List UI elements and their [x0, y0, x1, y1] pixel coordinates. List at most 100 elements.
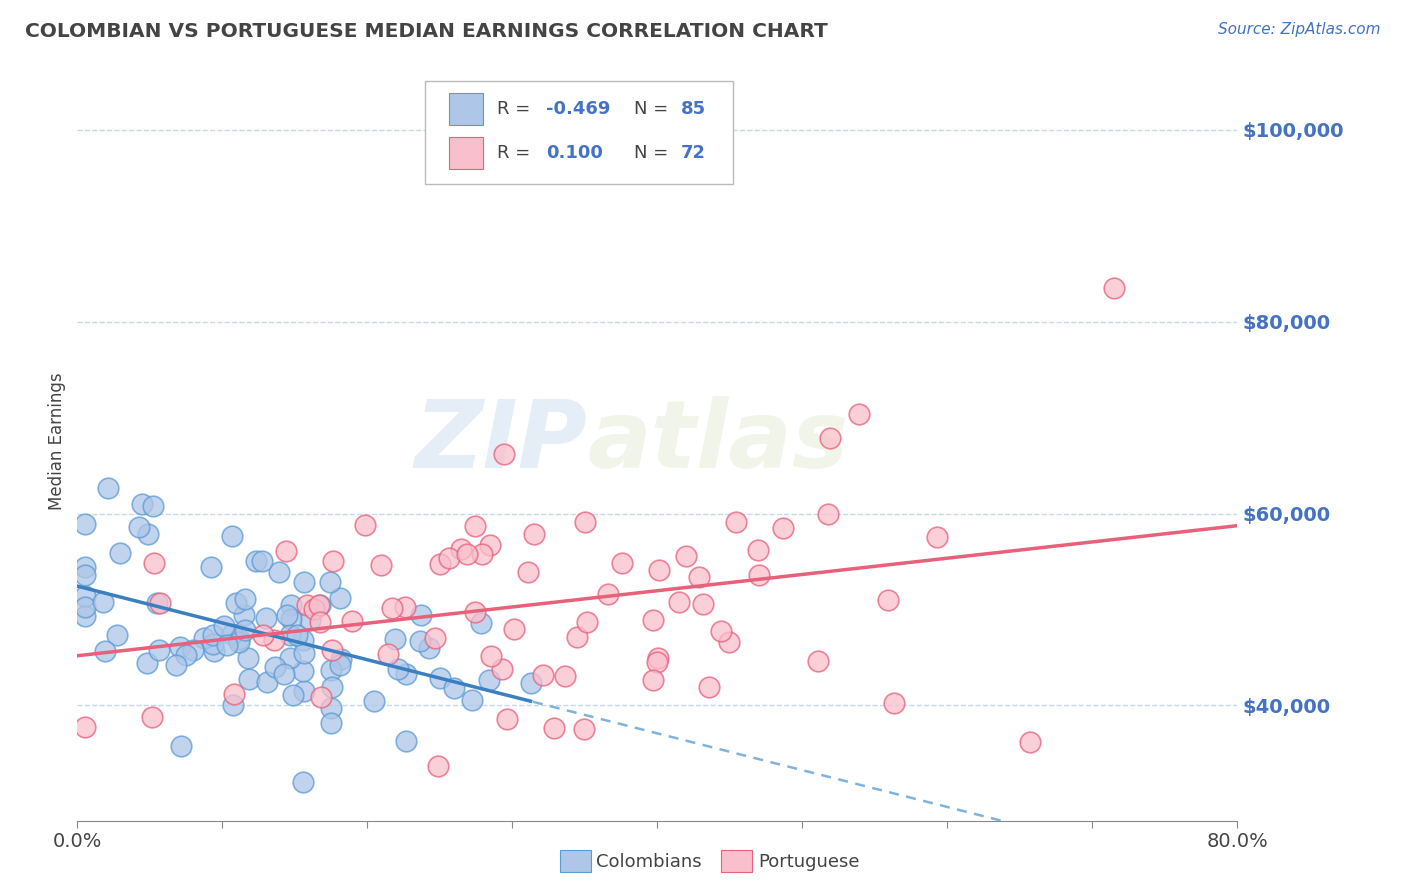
Point [641, 613, 664, 627]
Point [395, 666, 418, 681]
Point [299, 614, 322, 628]
Point [201, 627, 224, 641]
Point [148, 642, 170, 657]
Y-axis label: Median Earnings: Median Earnings [48, 373, 66, 510]
Point [135, 656, 157, 670]
Point [233, 592, 256, 607]
Point [236, 651, 259, 665]
Point [73, 609, 96, 624]
Point [479, 538, 502, 552]
Point [202, 644, 225, 658]
Point [321, 642, 343, 657]
Point [520, 676, 543, 690]
Point [817, 507, 839, 521]
Point [250, 554, 273, 568]
Point [228, 632, 250, 646]
Point [554, 669, 576, 683]
Point [170, 739, 193, 753]
FancyBboxPatch shape [425, 81, 733, 184]
Point [443, 681, 465, 696]
Point [612, 557, 634, 571]
Point [395, 734, 418, 748]
Point [294, 684, 316, 698]
Point [165, 657, 187, 672]
Point [574, 516, 596, 530]
Point [688, 570, 710, 584]
Point [221, 698, 243, 712]
Point [1102, 281, 1125, 295]
Point [283, 688, 305, 702]
Point [322, 554, 344, 568]
Point [464, 519, 486, 533]
Point [697, 680, 720, 694]
Bar [721, 850, 752, 872]
Point [146, 596, 169, 610]
Point [309, 599, 332, 613]
Point [748, 567, 770, 582]
Point [883, 697, 905, 711]
Point [647, 650, 669, 665]
Point [319, 701, 342, 715]
Text: Source: ZipAtlas.com: Source: ZipAtlas.com [1218, 22, 1381, 37]
Point [93, 644, 115, 658]
Point [280, 598, 302, 612]
Point [502, 622, 524, 636]
Point [877, 593, 900, 607]
Point [309, 690, 332, 705]
Point [73, 567, 96, 582]
Point [141, 710, 163, 724]
Point [523, 527, 546, 541]
Point [429, 671, 451, 685]
Point [273, 667, 295, 681]
Point [142, 556, 165, 570]
Point [267, 565, 290, 579]
Point [387, 661, 409, 675]
Point [925, 530, 948, 544]
Text: 85: 85 [681, 100, 706, 118]
Point [531, 668, 554, 682]
Point [329, 652, 352, 666]
Text: COLOMBIAN VS PORTUGUESE MEDIAN EARNINGS CORRELATION CHART: COLOMBIAN VS PORTUGUESE MEDIAN EARNINGS … [25, 22, 828, 41]
Point [461, 693, 484, 707]
Point [131, 497, 153, 511]
Point [233, 608, 256, 623]
Point [292, 574, 315, 589]
Point [274, 544, 297, 558]
Point [318, 575, 340, 590]
Text: Portuguese: Portuguese [758, 853, 859, 871]
Point [456, 547, 478, 561]
Point [543, 721, 565, 735]
Point [470, 616, 492, 631]
Point [450, 541, 472, 556]
Point [354, 518, 377, 533]
Text: R =: R = [498, 144, 536, 161]
Point [73, 589, 96, 603]
Point [264, 660, 287, 674]
Text: N =: N = [634, 100, 673, 118]
Point [574, 722, 596, 736]
Point [295, 599, 318, 613]
Point [128, 520, 150, 534]
Point [429, 557, 451, 571]
Point [496, 712, 519, 726]
Bar [449, 93, 484, 125]
Point [73, 720, 96, 734]
Point [280, 611, 302, 625]
Point [329, 591, 352, 605]
Point [285, 628, 308, 642]
Point [437, 551, 460, 566]
Point [491, 662, 513, 676]
Point [224, 687, 246, 701]
Point [596, 587, 619, 601]
Point [228, 635, 250, 649]
Point [647, 655, 669, 669]
Point [492, 447, 515, 461]
Point [149, 596, 172, 610]
Point [848, 408, 870, 422]
Point [641, 673, 664, 688]
Point [245, 554, 267, 568]
Point [409, 634, 432, 648]
Point [105, 628, 128, 642]
Point [73, 599, 96, 614]
Point [294, 646, 316, 660]
